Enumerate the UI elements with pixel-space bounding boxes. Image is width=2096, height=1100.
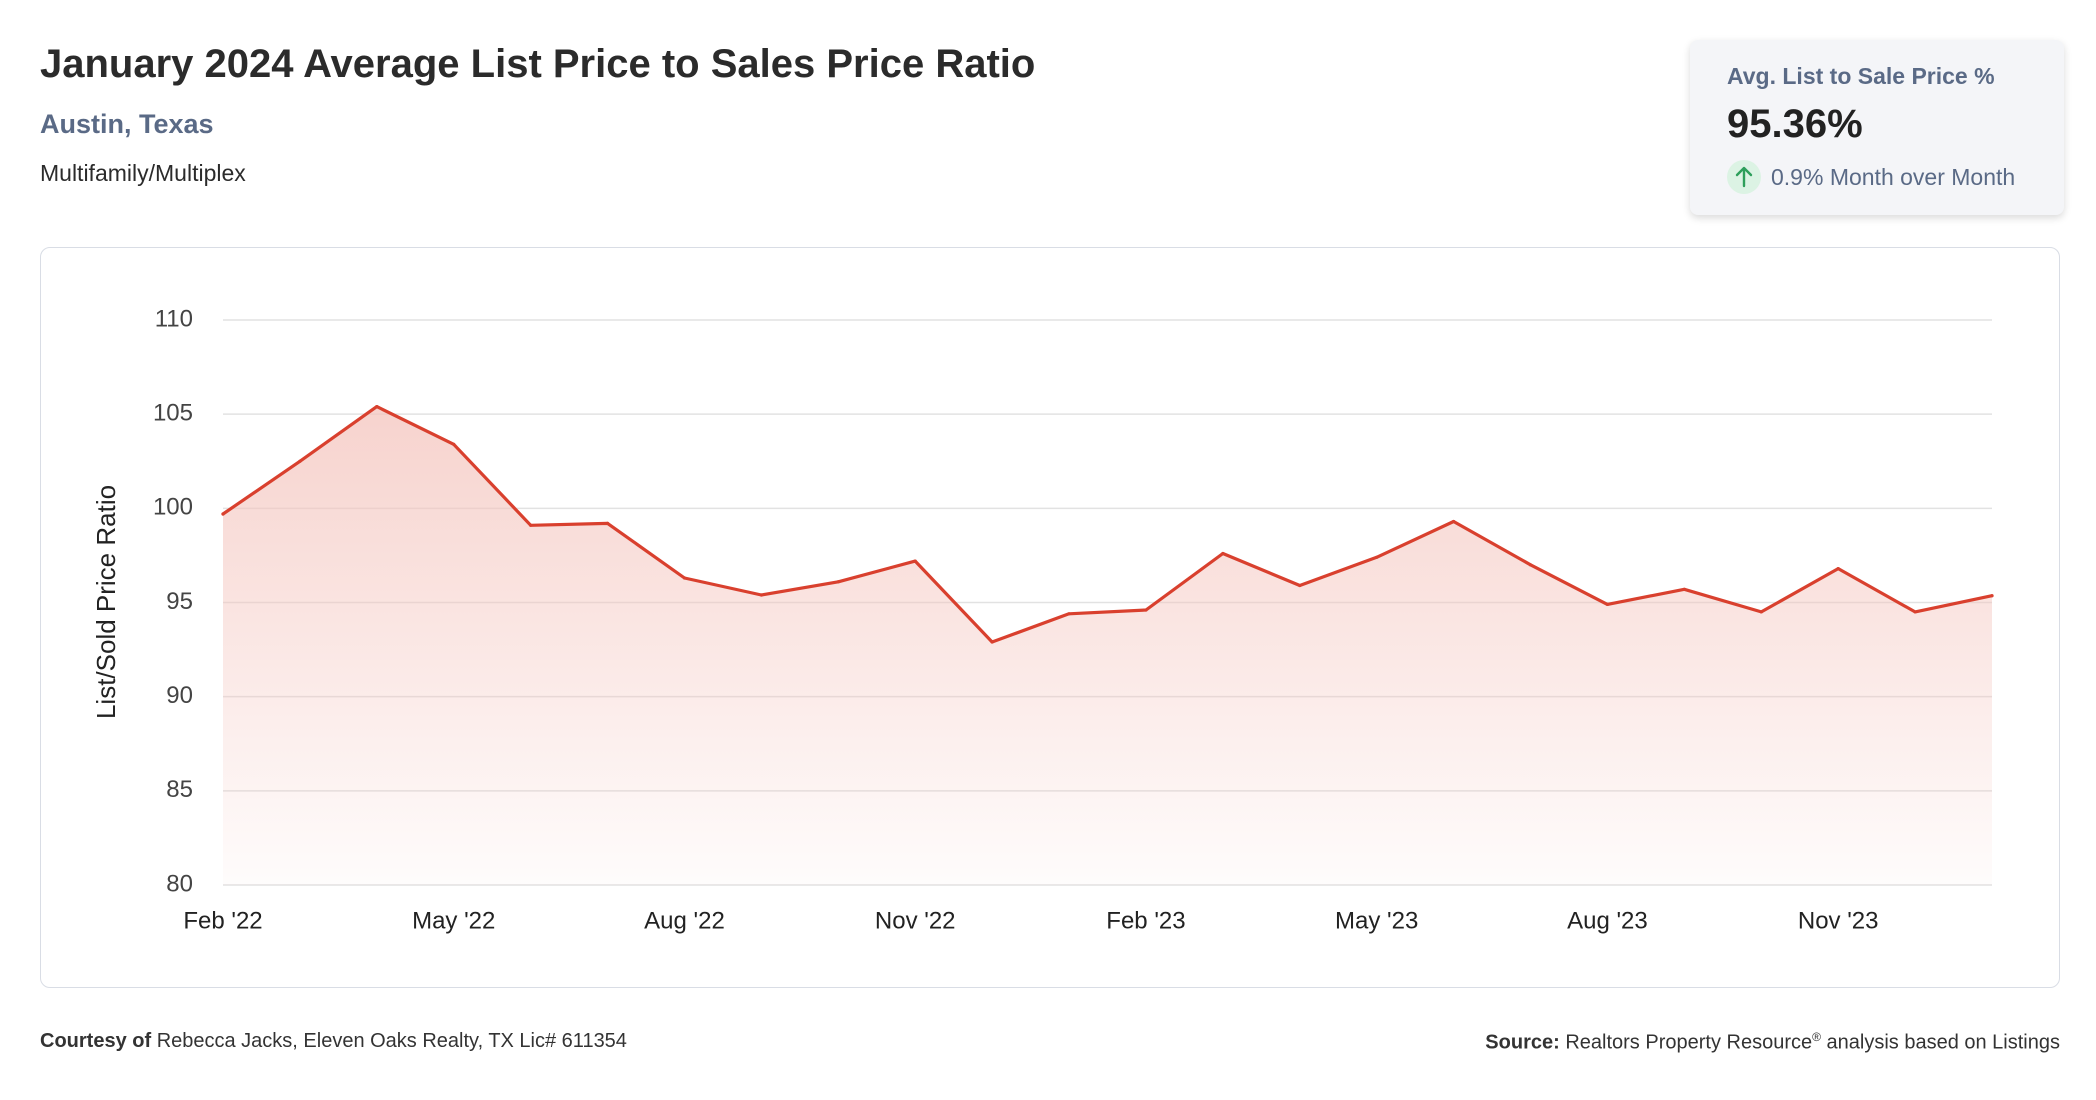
y-tick-label: 80 [166,870,193,897]
stat-label: Avg. List to Sale Price % [1727,63,1995,89]
x-tick-label: May '23 [1335,907,1418,934]
data-point [1375,555,1379,559]
area-fill [223,406,1992,885]
data-point [1298,583,1302,588]
data-points [221,405,1994,644]
source-footer: Source: Realtors Property Resource® anal… [1485,1030,2060,1055]
x-tick-label: Nov '23 [1798,907,1879,934]
registered-mark: ® [1812,1030,1821,1044]
series-line [221,405,1994,644]
data-point [1682,587,1686,591]
line-chart: 80 85 90 95 100 105 110 Feb '22 May '22 Aug '22 N… [91,305,1994,934]
y-tick-label: 85 [166,776,193,803]
data-point [375,405,379,409]
data-point [1528,563,1533,567]
x-tick-label: Aug '23 [1567,907,1648,934]
page-title: January 2024 Average List Price to Sales… [40,42,1036,86]
x-tick-label: May '22 [412,907,495,934]
stat-card: Avg. List to Sale Price % 95.36% 0.9% Mo… [1690,40,2064,215]
x-tick-label: Feb '23 [1106,907,1185,934]
courtesy-text: Rebecca Jacks, Eleven Oaks Realty, TX Li… [156,1030,627,1052]
data-point [452,442,456,446]
data-point [1759,610,1763,614]
y-tick-label: 105 [153,400,193,427]
courtesy-label: Courtesy of [40,1030,152,1052]
data-point [1913,610,1917,614]
source-text: analysis based on Listings [1826,1031,2060,1054]
change-text: 0.9% Month over Month [1771,163,2016,190]
property-category: Multifamily/Multiplex [40,160,246,186]
data-point [221,512,225,516]
x-tick-label: Feb '22 [183,907,262,934]
data-point [1452,519,1456,524]
data-point [759,593,763,597]
y-tick-label: 100 [153,494,193,521]
data-point [913,559,917,563]
x-axis-ticks: Feb '22 May '22 Aug '22 Nov '22 Feb '23 May '… [183,907,1878,934]
source-name: Realtors Property Resource [1565,1031,1813,1054]
stat-change: 0.9% Month over Month [1727,160,2015,194]
data-point [529,523,533,527]
location-subtitle: Austin, Texas [40,109,214,139]
chart-card: 80 85 90 95 100 105 110 Feb '22 May '22 Aug '22 N… [40,247,2060,988]
arrow-up-icon [1727,160,1761,194]
y-tick-label: 110 [155,305,193,332]
data-point [836,580,840,584]
source-label: Source: [1485,1031,1560,1054]
data-point [990,640,994,644]
data-point [1221,551,1225,556]
x-tick-label: Nov '22 [875,907,956,934]
data-point [682,576,687,580]
data-point [605,521,610,525]
data-point [1067,612,1071,616]
y-tick-label: 90 [166,682,193,709]
x-tick-label: Aug '22 [644,907,725,934]
y-axis-label: List/Sold Price Ratio [91,485,121,719]
y-tick-label: 95 [166,588,193,615]
data-point [1144,608,1148,612]
stat-value: 95.36% [1727,102,1863,146]
data-point [1990,594,1994,598]
courtesy-footer: Courtesy of Rebecca Jacks, Eleven Oaks R… [40,1030,627,1053]
data-point [1836,567,1840,571]
data-point [298,459,302,463]
y-axis-ticks: 80 85 90 95 100 105 110 [153,305,193,897]
data-point [1605,602,1610,606]
